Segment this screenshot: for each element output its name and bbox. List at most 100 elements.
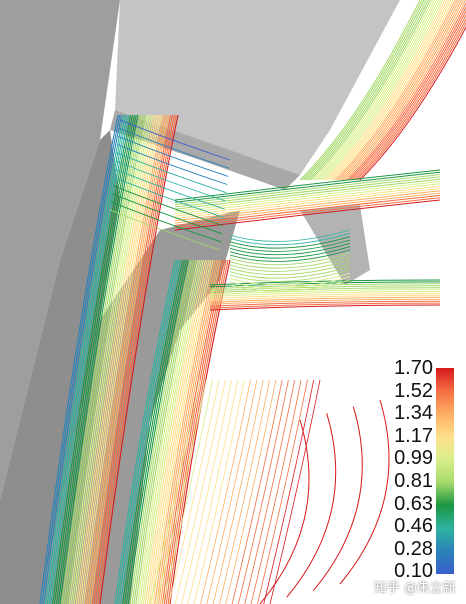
contour-line	[229, 266, 351, 279]
contour-line	[229, 232, 351, 246]
contour-line	[334, 0, 456, 181]
contour-line	[322, 0, 444, 181]
contour-line	[167, 259, 229, 604]
contour-line	[229, 242, 351, 256]
contour-line	[156, 259, 218, 604]
contour-line	[209, 298, 441, 305]
contour-line	[123, 259, 186, 604]
contour-line	[109, 209, 221, 251]
contour-line	[118, 135, 229, 177]
contour-line	[229, 236, 351, 249]
contour-line	[44, 114, 125, 604]
contour-lines	[39, 0, 466, 604]
contour-line	[59, 114, 139, 604]
contour-line	[336, 0, 458, 181]
contour-line	[345, 0, 466, 181]
contour-line	[341, 0, 462, 181]
watermark-text: 知乎 @朱立新	[373, 581, 456, 596]
contour-line	[86, 114, 166, 604]
contour-line	[111, 193, 222, 235]
contour-line	[116, 152, 227, 194]
contour-line	[314, 0, 435, 181]
contour-line	[229, 252, 351, 266]
legend-label: 0.10	[394, 560, 433, 583]
wall-top-block-shade	[110, 110, 300, 190]
contour-line	[174, 192, 441, 224]
contour-line	[318, 0, 440, 181]
contour-line	[118, 259, 180, 604]
wall-inner-wedge	[300, 205, 370, 285]
contour-line	[174, 169, 441, 201]
contour-line	[209, 296, 441, 303]
contour-line	[150, 259, 212, 604]
contour-line	[174, 188, 441, 219]
contour-line	[61, 114, 141, 604]
contour-line	[174, 174, 441, 206]
contour-line	[209, 283, 441, 290]
contour-line	[324, 0, 446, 181]
contour-line	[174, 199, 441, 231]
contour-line	[229, 276, 351, 289]
contour-line	[303, 0, 425, 181]
contour-line	[53, 114, 134, 604]
contour-line	[328, 0, 450, 181]
contour-line	[129, 259, 191, 604]
legend-label: 0.28	[394, 537, 433, 560]
contour-line	[174, 379, 226, 604]
contour-line	[79, 114, 159, 604]
legend-bar	[436, 368, 454, 574]
contour-line	[353, 14, 466, 181]
contour-line	[168, 379, 220, 604]
contour-line	[137, 259, 199, 604]
contour-line	[114, 168, 225, 210]
contour-line	[209, 291, 441, 297]
contour-line	[206, 379, 258, 604]
contour-line	[162, 379, 213, 604]
contour-line	[309, 0, 431, 181]
contour-line	[250, 379, 302, 604]
contour-line	[219, 379, 270, 604]
contour-line	[63, 114, 143, 604]
legend-label: 1.70	[394, 357, 433, 379]
legend-label: 0.81	[394, 470, 433, 492]
contour-line	[95, 114, 175, 604]
contour-line	[174, 178, 441, 210]
legend-label: 0.99	[394, 447, 433, 470]
contour-line	[339, 399, 390, 585]
contour-line	[231, 379, 283, 604]
contour-line	[73, 114, 154, 604]
contour-line	[209, 300, 441, 307]
contour-line	[142, 259, 204, 604]
contour-line	[355, 18, 466, 181]
contour-line	[229, 256, 351, 269]
contour-line	[113, 176, 224, 218]
contour-line	[229, 246, 351, 259]
contour-line	[115, 160, 226, 202]
contour-line	[93, 114, 174, 604]
contour-line	[146, 259, 208, 604]
contour-line	[165, 259, 227, 604]
contour-line	[139, 259, 201, 604]
contour-line	[286, 413, 337, 598]
contour-line	[72, 114, 152, 604]
contour-line	[149, 379, 201, 604]
contour-line	[90, 114, 170, 604]
contour-line	[75, 114, 155, 604]
contour-line	[131, 259, 193, 604]
contour-line	[229, 259, 351, 272]
contour-line	[46, 114, 126, 604]
contour-line	[114, 259, 176, 604]
contour-line	[84, 114, 165, 604]
contour-line	[229, 229, 351, 242]
contour-line	[81, 114, 161, 604]
contour-line	[229, 239, 351, 252]
contour-line	[135, 259, 197, 604]
wall-lower-left	[0, 130, 120, 604]
contour-line	[301, 0, 423, 181]
contour-line	[152, 259, 214, 604]
contour-line	[209, 304, 441, 311]
contour-line	[229, 249, 351, 262]
